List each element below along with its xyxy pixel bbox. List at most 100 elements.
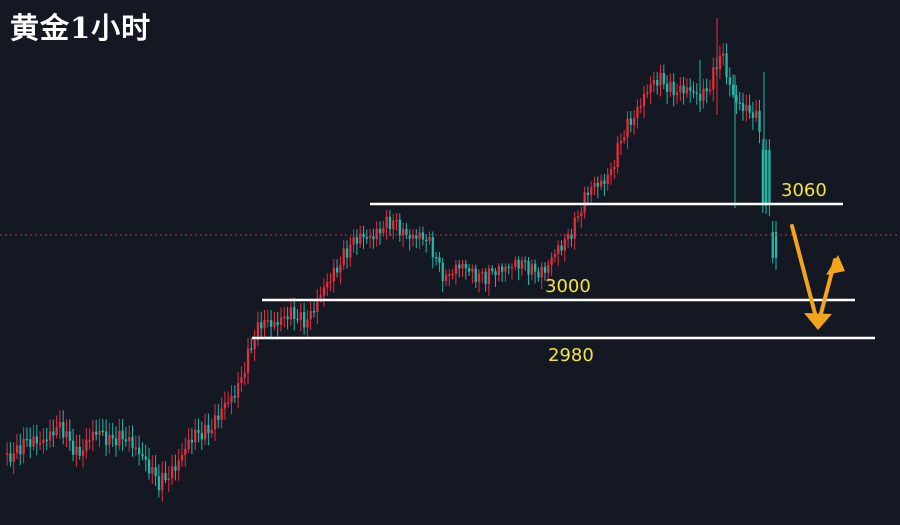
candle — [748, 94, 751, 119]
candle — [134, 435, 137, 456]
candle — [15, 433, 19, 459]
candle-body — [689, 87, 692, 91]
candle — [9, 442, 12, 467]
candle — [652, 71, 656, 93]
candle-body — [190, 439, 194, 443]
candle — [517, 256, 520, 281]
candle-body — [685, 87, 689, 94]
candle — [547, 260, 550, 282]
candle-body — [458, 264, 461, 269]
candle-body — [517, 259, 520, 269]
candle-body — [48, 431, 52, 441]
candle-body — [194, 429, 197, 443]
candle — [359, 225, 362, 248]
candle-body — [25, 438, 29, 441]
candle-body — [233, 396, 236, 398]
candle — [530, 259, 533, 281]
candle-body — [603, 180, 606, 184]
candle-body — [431, 237, 434, 258]
candle — [180, 443, 184, 467]
candle-body — [774, 232, 778, 258]
candle — [336, 259, 339, 278]
candle — [534, 259, 537, 284]
candle — [609, 162, 613, 185]
forecast-arrow — [790, 224, 845, 330]
candle — [332, 259, 335, 293]
candle-body — [669, 81, 672, 92]
candle — [392, 214, 395, 240]
candle-body — [421, 232, 425, 240]
candle — [755, 100, 758, 122]
candle — [101, 418, 104, 436]
candle — [481, 268, 484, 283]
candle — [576, 210, 580, 223]
candle — [25, 427, 29, 447]
candle-body — [540, 266, 543, 278]
candle — [124, 427, 128, 447]
candle-body — [81, 450, 85, 456]
candle — [273, 311, 276, 331]
candle-body — [362, 233, 365, 238]
candle — [656, 71, 659, 95]
candle-body — [468, 268, 471, 272]
candle — [537, 267, 540, 282]
candle-body — [12, 453, 15, 462]
candle-body — [560, 245, 563, 251]
candle — [662, 64, 665, 90]
candle — [524, 256, 527, 271]
candle-body — [75, 446, 78, 455]
candle — [527, 257, 530, 285]
candle-body — [147, 459, 151, 474]
candle-body — [174, 466, 177, 471]
candle — [22, 427, 25, 464]
candle — [570, 228, 573, 247]
candle-body — [758, 110, 761, 132]
candle-body — [322, 287, 326, 296]
candle-body — [441, 262, 444, 281]
candle-body — [246, 348, 250, 373]
candle-body — [213, 415, 217, 430]
candle-body — [187, 439, 190, 449]
candle — [138, 435, 141, 466]
candle — [468, 264, 471, 276]
candle — [177, 448, 180, 481]
candle — [741, 92, 745, 121]
candle-body — [230, 396, 233, 403]
candle — [88, 428, 91, 450]
candle — [745, 94, 748, 122]
candle — [553, 249, 557, 263]
candle — [418, 226, 421, 250]
candle-body — [392, 220, 395, 230]
candle-body — [283, 316, 286, 319]
candle — [689, 78, 692, 103]
candle — [421, 226, 425, 246]
candle-body — [481, 271, 484, 274]
candle-body — [151, 467, 154, 474]
candle — [352, 229, 355, 253]
candle — [200, 421, 203, 450]
candle-body — [649, 84, 652, 93]
candle — [510, 263, 514, 280]
candle-body — [352, 237, 355, 245]
candle-body — [563, 239, 566, 251]
candle-body — [708, 89, 712, 92]
candle — [233, 385, 236, 403]
candle — [345, 240, 349, 269]
candle — [194, 418, 197, 451]
candle-body — [735, 95, 738, 103]
candle-body — [303, 312, 306, 328]
candle — [375, 221, 378, 247]
candle-body — [514, 259, 517, 267]
candle — [388, 209, 392, 236]
candle — [411, 229, 415, 247]
candle — [712, 57, 715, 102]
candle — [603, 174, 606, 196]
candle — [68, 419, 71, 451]
candle-body — [293, 307, 296, 319]
candle-body — [626, 118, 629, 138]
candle-body — [204, 424, 207, 440]
candle-body — [121, 430, 124, 440]
candle-body — [408, 235, 411, 239]
candle — [751, 101, 755, 130]
